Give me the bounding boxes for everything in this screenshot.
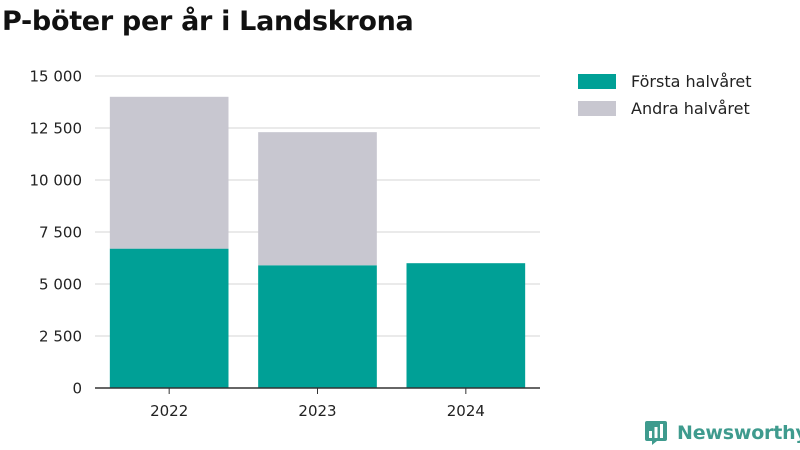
y-tick-label: 15 000	[30, 68, 83, 86]
y-tick-label: 0	[72, 380, 82, 398]
brand-logo: Newsworthy	[644, 420, 800, 446]
y-tick-label: 5 000	[39, 276, 82, 294]
bar-first-half-2022	[109, 248, 229, 388]
bar-first-half-2024	[406, 263, 526, 388]
y-tick-label: 7 500	[39, 224, 82, 242]
x-tick-label: 2024	[447, 402, 485, 420]
y-tick-label: 10 000	[30, 172, 83, 190]
legend-item-second-half: Andra halvåret	[578, 97, 752, 119]
y-tick-label: 2 500	[39, 328, 82, 346]
bar-second-half-2022	[109, 96, 229, 249]
legend-swatch-first-half	[578, 73, 616, 89]
x-tick-label: 2022	[150, 402, 188, 420]
legend-label-first-half: Första halvåret	[631, 71, 752, 91]
legend: Första halvåret Andra halvåret	[578, 70, 752, 124]
legend-swatch-second-half	[578, 100, 616, 116]
x-tick-label: 2023	[298, 402, 336, 420]
bar-second-half-2023	[258, 132, 377, 266]
bars	[109, 96, 526, 388]
legend-item-first-half: Första halvåret	[578, 70, 752, 92]
legend-label-second-half: Andra halvåret	[631, 98, 750, 118]
axes: 0 2 500 5 000 7 500 10 000 12 500 15 000 2022 20…	[30, 68, 540, 420]
brand-name: Newsworthy	[677, 422, 800, 444]
chart-title: P-böter per år i Landskrona	[2, 6, 414, 37]
y-tick-label: 12 500	[30, 120, 83, 138]
newsworthy-logo-icon	[645, 421, 667, 445]
bar-first-half-2023	[258, 265, 377, 388]
